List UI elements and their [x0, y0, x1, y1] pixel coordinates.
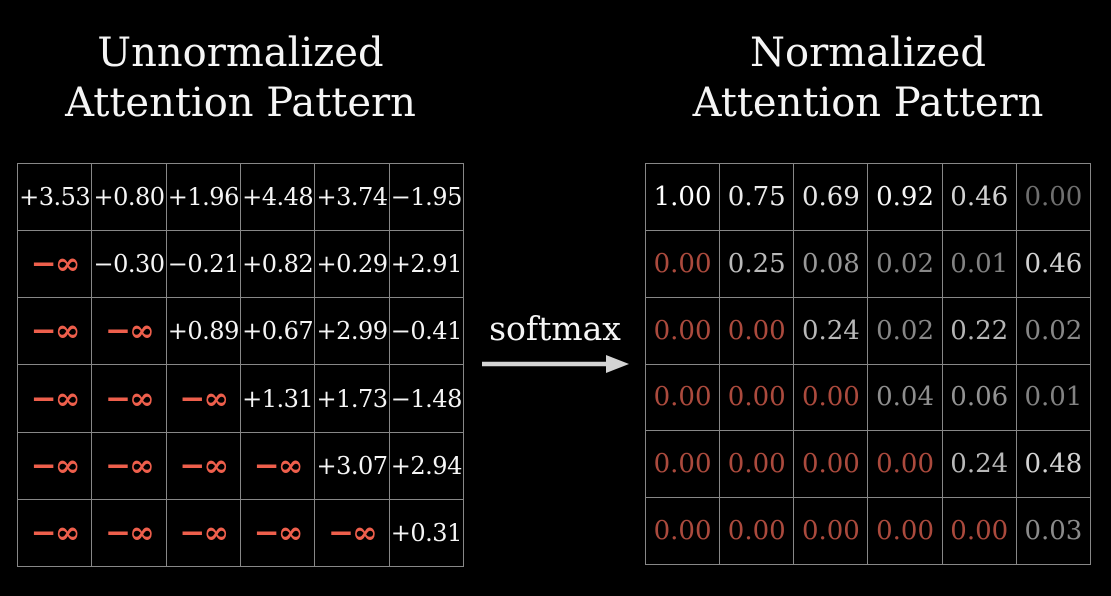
matrix-cell: +0.29	[315, 231, 389, 298]
matrix-cell-neg-infinity: −∞	[315, 499, 389, 566]
matrix-cell: 0.00	[942, 498, 1016, 564]
matrix-cell: +1.73	[315, 365, 389, 432]
matrix-cell: +0.67	[241, 298, 315, 365]
matrix-cell: −1.48	[389, 365, 463, 432]
matrix-cell-neg-infinity: −∞	[92, 499, 166, 566]
matrix-cell: 0.00	[646, 364, 720, 431]
normalized-title: Normalized Attention Pattern	[645, 28, 1091, 128]
unnormalized-title-line1: Unnormalized	[97, 30, 384, 76]
matrix-cell: 0.92	[868, 164, 942, 230]
matrix-cell: 0.00	[720, 431, 794, 498]
matrix-cell: 1.00	[646, 164, 720, 230]
matrix-cell: 0.24	[942, 431, 1016, 498]
matrix-cell: 0.00	[646, 498, 720, 564]
matrix-cell-neg-infinity: −∞	[18, 298, 92, 365]
normalized-title-line2: Attention Pattern	[692, 80, 1044, 126]
matrix-cell: 0.00	[646, 431, 720, 498]
matrix-cell: 0.00	[794, 431, 868, 498]
matrix-cell: 0.02	[868, 230, 942, 297]
matrix-cell: −0.41	[389, 298, 463, 365]
matrix-cell: 0.00	[720, 498, 794, 564]
matrix-cell: 0.02	[868, 297, 942, 364]
matrix-cell: 0.04	[868, 364, 942, 431]
matrix-cell: 0.00	[646, 297, 720, 364]
matrix-cell: +3.53	[18, 164, 92, 231]
matrix-cell: 0.22	[942, 297, 1016, 364]
matrix-cell-neg-infinity: −∞	[241, 432, 315, 499]
matrix-cell: +3.07	[315, 432, 389, 499]
matrix-cell: 0.75	[720, 164, 794, 230]
matrix-cell: +0.31	[389, 499, 463, 566]
matrix-cell: −0.21	[166, 231, 240, 298]
unnormalized-title: Unnormalized Attention Pattern	[17, 28, 464, 128]
matrix-cell: +3.74	[315, 164, 389, 231]
matrix-cell: +1.31	[241, 365, 315, 432]
matrix-cell: 0.25	[720, 230, 794, 297]
matrix-cell: 0.46	[942, 164, 1016, 230]
normalized-title-line1: Normalized	[750, 30, 986, 76]
matrix-cell-neg-infinity: −∞	[92, 298, 166, 365]
matrix-cell: 0.01	[942, 230, 1016, 297]
matrix-cell: 0.00	[720, 297, 794, 364]
unnormalized-title-line2: Attention Pattern	[65, 80, 416, 126]
matrix-cell: +2.99	[315, 298, 389, 365]
matrix-cell: +4.48	[241, 164, 315, 231]
normalized-attention-matrix: 1.00 0.75 0.69 0.92 0.46 0.00 0.00 0.25 0.08 0.02…	[645, 163, 1091, 565]
matrix-cell: −0.30	[92, 231, 166, 298]
matrix-cell: 0.69	[794, 164, 868, 230]
unnormalized-attention-matrix: +3.53 +0.80 +1.96 +4.48 +3.74 −1.95 −∞ −0.30 −0.…	[17, 163, 464, 567]
matrix-cell: 0.01	[1016, 364, 1090, 431]
matrix-cell: +0.89	[166, 298, 240, 365]
matrix-cell: 0.48	[1016, 431, 1090, 498]
matrix-cell: +0.80	[92, 164, 166, 231]
matrix-cell-neg-infinity: −∞	[18, 499, 92, 566]
matrix-cell-neg-infinity: −∞	[18, 432, 92, 499]
matrix-cell: 0.00	[794, 364, 868, 431]
matrix-cell-neg-infinity: −∞	[18, 365, 92, 432]
matrix-cell: −1.95	[389, 164, 463, 231]
matrix-cell-neg-infinity: −∞	[241, 499, 315, 566]
matrix-cell-neg-infinity: −∞	[166, 365, 240, 432]
matrix-cell: 0.00	[720, 364, 794, 431]
matrix-cell: 0.03	[1016, 498, 1090, 564]
matrix-cell-neg-infinity: −∞	[166, 432, 240, 499]
matrix-cell: 0.24	[794, 297, 868, 364]
matrix-cell: +0.82	[241, 231, 315, 298]
matrix-cell: 0.00	[1016, 164, 1090, 230]
matrix-cell: +1.96	[166, 164, 240, 231]
matrix-cell: 0.00	[646, 230, 720, 297]
matrix-cell: 0.08	[794, 230, 868, 297]
matrix-cell: 0.02	[1016, 297, 1090, 364]
arrow-right-icon	[482, 355, 629, 373]
matrix-cell-neg-infinity: −∞	[18, 231, 92, 298]
matrix-cell-neg-infinity: −∞	[166, 499, 240, 566]
matrix-cell: 0.06	[942, 364, 1016, 431]
matrix-cell-neg-infinity: −∞	[92, 432, 166, 499]
softmax-block: softmax	[477, 307, 633, 374]
softmax-label: softmax	[489, 309, 621, 348]
matrix-cell: +2.91	[389, 231, 463, 298]
matrix-cell: 0.46	[1016, 230, 1090, 297]
matrix-cell: 0.00	[868, 498, 942, 564]
matrix-cell: 0.00	[868, 431, 942, 498]
matrix-cell: +2.94	[389, 432, 463, 499]
matrix-cell: 0.00	[794, 498, 868, 564]
matrix-cell-neg-infinity: −∞	[92, 365, 166, 432]
